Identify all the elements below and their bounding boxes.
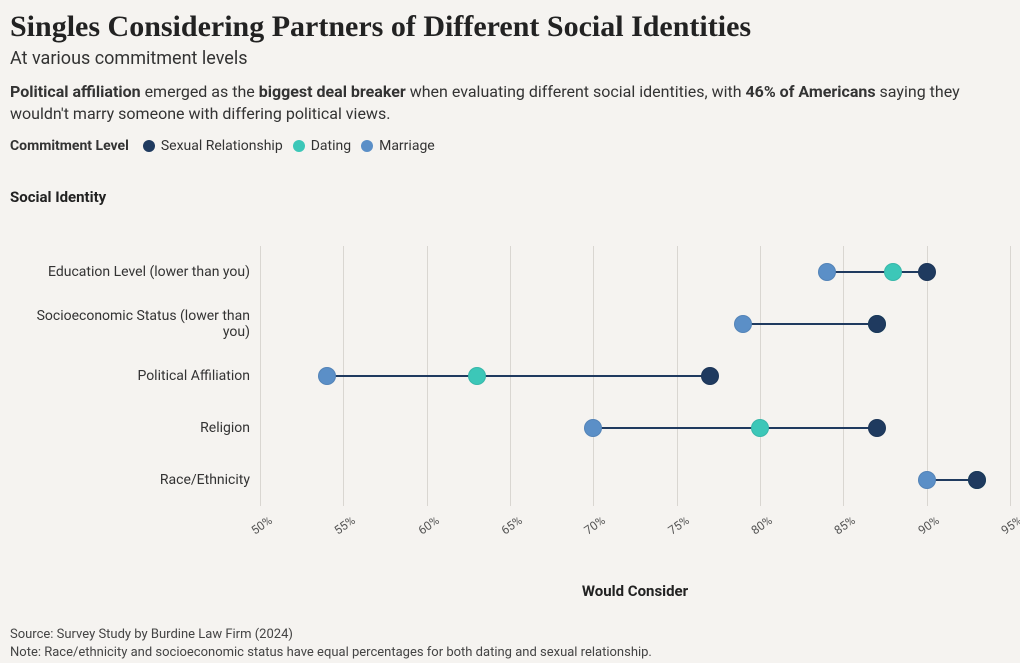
point-sexual xyxy=(701,367,719,385)
grid-line xyxy=(260,246,261,506)
chart-subtitle: At various commitment levels xyxy=(10,48,1010,69)
chart-description: Political affiliation emerged as the big… xyxy=(10,81,970,124)
y-axis-title: Social Identity xyxy=(10,188,1010,206)
point-dating xyxy=(884,263,902,281)
row-label: Education Level (lower than you) xyxy=(10,264,250,280)
point-marriage xyxy=(818,263,836,281)
row-label: Socioeconomic Status (lower than you) xyxy=(10,308,250,340)
chart-title: Singles Considering Partners of Differen… xyxy=(10,10,1010,44)
row-label: Religion xyxy=(10,420,250,436)
x-tick-label: 50% xyxy=(249,513,275,537)
chart-footer: Source: Survey Study by Burdine Law Firm… xyxy=(10,626,1010,662)
desc-text-1: emerged as the xyxy=(141,82,259,101)
range-line xyxy=(827,271,927,273)
legend-item-dating: Dating xyxy=(293,138,351,154)
point-marriage xyxy=(918,471,936,489)
x-tick-label: 75% xyxy=(665,513,691,537)
point-sexual xyxy=(918,263,936,281)
legend-title: Commitment Level xyxy=(10,138,129,154)
point-marriage xyxy=(734,315,752,333)
x-tick-label: 95% xyxy=(999,513,1020,537)
legend-dot-sexual xyxy=(143,140,155,152)
point-sexual xyxy=(968,471,986,489)
grid-line xyxy=(760,246,761,506)
x-tick-label: 60% xyxy=(415,513,441,537)
desc-bold-1: Political affiliation xyxy=(10,82,141,101)
grid-line xyxy=(927,246,928,506)
x-tick-label: 90% xyxy=(915,513,941,537)
legend-label-marriage: Marriage xyxy=(379,138,435,154)
x-tick-label: 80% xyxy=(749,513,775,537)
legend-label-sexual: Sexual Relationship xyxy=(161,138,283,154)
x-tick-label: 70% xyxy=(582,513,608,537)
grid-line xyxy=(843,246,844,506)
point-sexual xyxy=(868,315,886,333)
legend: Commitment Level Sexual Relationship Dat… xyxy=(10,138,1010,154)
x-tick-label: 65% xyxy=(499,513,525,537)
range-line xyxy=(327,375,710,377)
x-tick-label: 85% xyxy=(832,513,858,537)
x-tick-label: 55% xyxy=(332,513,358,537)
legend-item-sexual: Sexual Relationship xyxy=(143,138,283,154)
legend-dot-marriage xyxy=(361,140,373,152)
grid-line xyxy=(1010,246,1011,506)
desc-text-2: when evaluating different social identit… xyxy=(406,82,746,101)
range-line xyxy=(743,323,876,325)
desc-bold-2: biggest deal breaker xyxy=(259,82,406,101)
legend-label-dating: Dating xyxy=(311,138,351,154)
legend-dot-dating xyxy=(293,140,305,152)
desc-bold-3: 46% of Americans xyxy=(746,82,876,101)
range-line xyxy=(593,427,876,429)
row-label: Political Affiliation xyxy=(10,368,250,384)
point-sexual xyxy=(868,419,886,437)
footer-source: Source: Survey Study by Burdine Law Firm… xyxy=(10,626,1010,644)
row-label: Race/Ethnicity xyxy=(10,472,250,488)
x-axis-title: Would Consider xyxy=(260,582,1010,600)
point-dating xyxy=(751,419,769,437)
legend-item-marriage: Marriage xyxy=(361,138,435,154)
plot-area: 50%55%60%65%70%75%80%85%90%95% xyxy=(260,246,1010,506)
point-marriage xyxy=(318,367,336,385)
footer-note: Note: Race/ethnicity and socioeconomic s… xyxy=(10,644,1010,662)
point-marriage xyxy=(584,419,602,437)
point-dating xyxy=(468,367,486,385)
dot-range-chart: 50%55%60%65%70%75%80%85%90%95% Education… xyxy=(10,220,1010,520)
